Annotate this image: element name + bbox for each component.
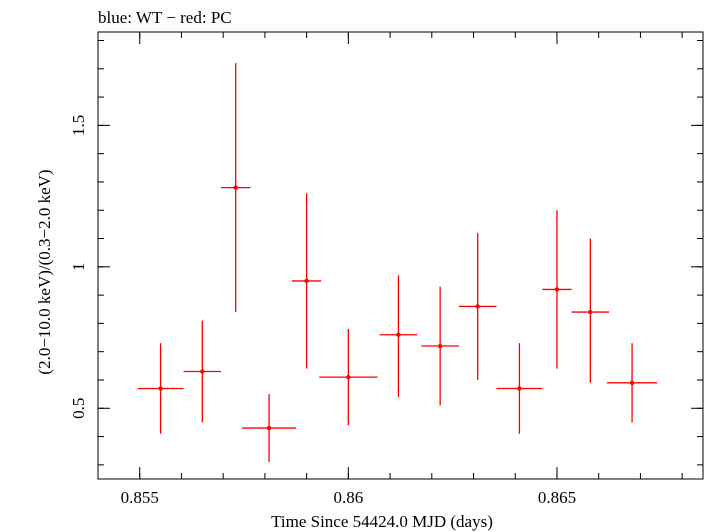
data-marker [346, 374, 351, 380]
data-marker [517, 386, 522, 391]
data-point [319, 329, 378, 426]
data-marker [158, 386, 163, 391]
x-axis-label: Time Since 54424.0 MJD (days) [271, 512, 493, 531]
data-point [542, 210, 572, 369]
y-axis-label: (2.0−10.0 keV)/(0.3−2.0 keV) [35, 169, 54, 374]
data-marker [437, 343, 443, 349]
x-tick-label: 0.855 [121, 488, 159, 507]
x-tick-label: 0.86 [333, 488, 363, 507]
data-point [292, 193, 322, 369]
data-point [221, 63, 251, 313]
data-point [421, 286, 459, 406]
y-tick-label: 1.5 [69, 115, 88, 136]
data-marker [266, 425, 272, 431]
data-point [458, 232, 497, 380]
data-point [571, 238, 610, 383]
data-point [496, 343, 543, 434]
data-marker [629, 380, 635, 386]
data-point [137, 343, 184, 434]
data-marker [396, 332, 401, 337]
data-point [183, 320, 222, 423]
data-marker [475, 304, 480, 309]
x-tick-label: 0.865 [538, 488, 576, 507]
data-marker [588, 309, 593, 315]
x-axis-ticks: 0.855 0.86 0.865 [97, 32, 683, 507]
data-point [379, 275, 418, 397]
data-marker [233, 185, 238, 190]
chart-title: blue: WT − red: PC [98, 8, 232, 27]
y-tick-label: 1 [69, 263, 88, 272]
y-axis-ticks: 0.5 1 1.5 [69, 39, 703, 466]
data-point [607, 343, 658, 423]
data-marker [200, 369, 205, 374]
y-tick-label: 0.5 [69, 398, 88, 419]
plot-frame [97, 31, 704, 480]
data-point [241, 394, 297, 463]
data-marker [304, 278, 309, 284]
data-marker [554, 287, 560, 292]
data-series [137, 63, 658, 463]
